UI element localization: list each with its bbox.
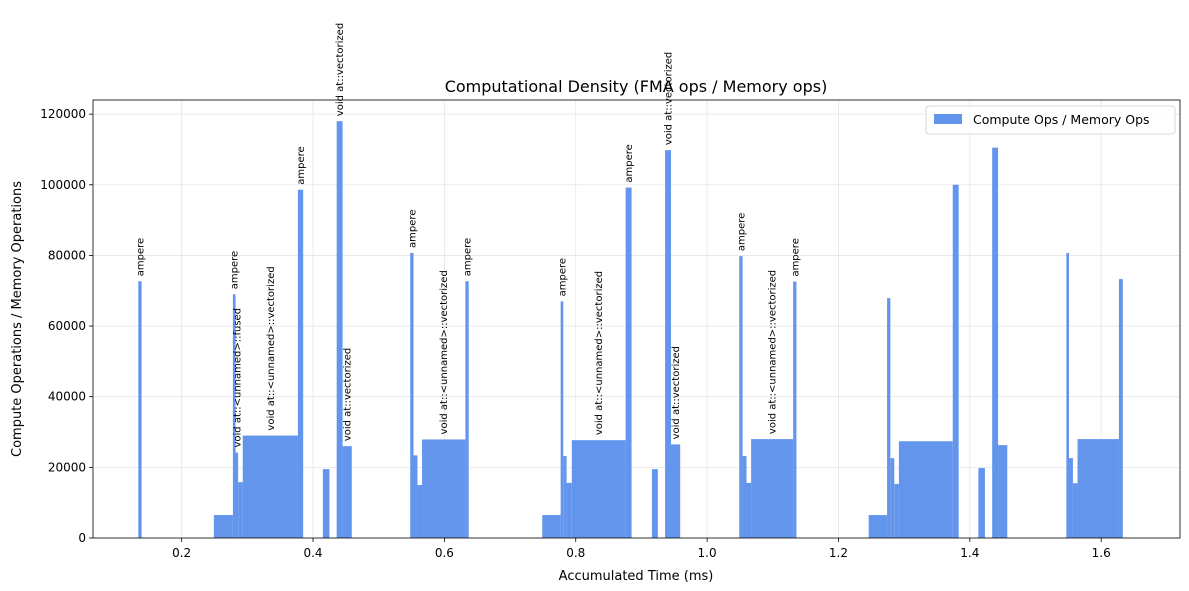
x-tick-label: 0.4 bbox=[303, 546, 322, 560]
y-tick-label: 120000 bbox=[40, 107, 86, 121]
bar[interactable] bbox=[242, 435, 298, 538]
legend[interactable]: Compute Ops / Memory Ops bbox=[925, 105, 1176, 135]
x-tick-label: 1.4 bbox=[960, 546, 979, 560]
bar[interactable] bbox=[1066, 252, 1070, 538]
y-tick-label: 80000 bbox=[48, 248, 86, 262]
bar-label: void at::<unnamed>::vectorized bbox=[266, 266, 277, 430]
bar[interactable] bbox=[297, 189, 304, 538]
x-tick-label: 0.8 bbox=[566, 546, 585, 560]
chart-title: Computational Density (FMA ops / Memory … bbox=[445, 77, 828, 96]
legend-frame bbox=[925, 105, 1176, 135]
bar-label: void at::<unnamed>::vectorized bbox=[439, 270, 450, 434]
y-axis-label: Compute Operations / Memory Operations bbox=[10, 181, 25, 457]
bar[interactable] bbox=[625, 187, 632, 538]
y-tick-label: 40000 bbox=[48, 390, 86, 404]
bar[interactable] bbox=[894, 483, 899, 538]
bar[interactable] bbox=[465, 281, 469, 538]
bar-label: ampere bbox=[463, 238, 474, 276]
bar[interactable] bbox=[563, 456, 567, 538]
bar[interactable] bbox=[751, 439, 794, 538]
bar[interactable] bbox=[1118, 279, 1123, 538]
bar[interactable] bbox=[232, 294, 236, 538]
bar[interactable] bbox=[952, 184, 959, 538]
bar[interactable] bbox=[665, 150, 671, 538]
x-tick-label: 1.0 bbox=[698, 546, 717, 560]
bar-label: ampere bbox=[230, 251, 241, 289]
bar[interactable] bbox=[887, 298, 891, 538]
bar[interactable] bbox=[793, 281, 797, 538]
bar-label: ampere bbox=[790, 238, 801, 276]
bar[interactable] bbox=[992, 147, 999, 538]
bar[interactable] bbox=[739, 256, 743, 538]
bar-label: void at::vectorized bbox=[343, 348, 354, 441]
x-axis-label: Accumulated Time (ms) bbox=[559, 569, 714, 584]
bar[interactable] bbox=[746, 482, 752, 538]
bar[interactable] bbox=[336, 121, 343, 539]
legend-swatch bbox=[934, 114, 962, 124]
bar[interactable] bbox=[670, 444, 681, 538]
bar-label: void at::<unnamed>::vectorized bbox=[594, 271, 605, 435]
bar[interactable] bbox=[213, 515, 233, 538]
bar[interactable] bbox=[742, 456, 747, 538]
x-axis: 0.2 0.4 0.6 0.8 1.0 1.2 1.4 1.6 bbox=[172, 538, 1111, 560]
bar[interactable] bbox=[890, 458, 895, 538]
bar[interactable] bbox=[1072, 483, 1078, 538]
bar[interactable] bbox=[560, 301, 564, 538]
x-tick-label: 0.2 bbox=[172, 546, 191, 560]
bar[interactable] bbox=[571, 440, 626, 538]
bar[interactable] bbox=[998, 445, 1008, 538]
bar-label: ampere bbox=[135, 238, 146, 276]
bar-label: void at::vectorized bbox=[664, 52, 675, 145]
bar[interactable] bbox=[542, 515, 561, 538]
legend-entry: Compute Ops / Memory Ops bbox=[973, 112, 1150, 127]
x-tick-label: 1.6 bbox=[1092, 546, 1111, 560]
bar[interactable] bbox=[898, 441, 953, 538]
bar-label: void at::vectorized bbox=[335, 23, 346, 116]
bar[interactable] bbox=[978, 468, 985, 538]
bar-label: ampere bbox=[407, 210, 418, 248]
bar[interactable] bbox=[566, 482, 572, 538]
bar-label: void at::<unnamed>::vectorized bbox=[768, 270, 779, 434]
x-tick-label: 0.6 bbox=[435, 546, 454, 560]
bar[interactable] bbox=[410, 252, 414, 538]
y-tick-label: 60000 bbox=[48, 319, 86, 333]
bar-label: ampere bbox=[296, 146, 307, 184]
bar-series bbox=[138, 121, 1123, 539]
bar[interactable] bbox=[422, 439, 466, 538]
bar[interactable] bbox=[868, 515, 888, 538]
bar[interactable] bbox=[342, 446, 352, 538]
bar[interactable] bbox=[235, 452, 239, 538]
bar[interactable] bbox=[1077, 439, 1119, 538]
bar[interactable] bbox=[1069, 458, 1073, 538]
bar[interactable] bbox=[322, 469, 330, 538]
bar-label: ampere bbox=[736, 213, 747, 251]
bar[interactable] bbox=[651, 469, 658, 538]
bar[interactable] bbox=[238, 482, 243, 538]
plot-frame bbox=[92, 99, 1181, 539]
y-axis: 0 20000 40000 60000 80000 100000 120000 bbox=[40, 107, 93, 545]
bar-label: void at::vectorized bbox=[671, 346, 682, 439]
bar[interactable] bbox=[417, 485, 423, 538]
y-tick-label: 20000 bbox=[48, 460, 86, 474]
bar-label: void at::<unnamed>::fused bbox=[232, 308, 243, 448]
bar-label: ampere bbox=[557, 258, 568, 296]
y-tick-label: 100000 bbox=[40, 178, 86, 192]
bar[interactable] bbox=[138, 281, 142, 538]
bar[interactable] bbox=[413, 455, 418, 538]
x-tick-label: 1.2 bbox=[829, 546, 848, 560]
y-tick-label: 0 bbox=[78, 531, 86, 545]
bar-label: ampere bbox=[624, 144, 635, 182]
